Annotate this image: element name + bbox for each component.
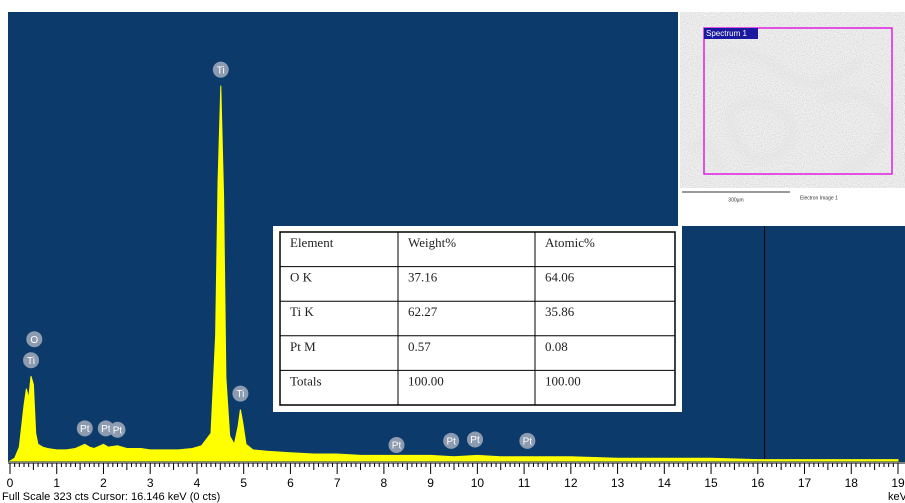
x-tick-label: 13 <box>611 476 625 490</box>
table-cell: Ti K <box>290 304 314 319</box>
table-cell: 62.27 <box>408 304 438 319</box>
x-tick-label: 14 <box>658 476 672 490</box>
peak-label: Ti <box>217 65 225 76</box>
x-tick-label: 7 <box>334 476 341 490</box>
table-cell: 0.57 <box>408 339 431 354</box>
table-cell: O K <box>290 270 313 285</box>
table-cell: Totals <box>290 373 322 388</box>
x-tick-label: 15 <box>704 476 718 490</box>
image-caption: Electron Image 1 <box>800 195 838 201</box>
x-tick-label: 10 <box>471 476 485 490</box>
x-tick-label: 9 <box>427 476 434 490</box>
peak-label: Ti <box>236 389 244 400</box>
peak-label: Pt <box>470 435 480 446</box>
table-cell: Pt M <box>290 339 316 354</box>
x-tick-label: 4 <box>194 476 201 490</box>
table-cell: 37.16 <box>408 270 438 285</box>
peak-label: Pt <box>101 424 111 435</box>
table-cell: 0.08 <box>545 339 568 354</box>
table-header: Atomic% <box>545 235 595 250</box>
table-cell: 100.00 <box>408 373 444 388</box>
x-axis-label: keV <box>888 491 905 503</box>
x-tick-label: 19 <box>891 476 905 490</box>
scale-label: 300µm <box>728 197 743 203</box>
table-cell: 64.06 <box>545 270 575 285</box>
spectrum-label: Spectrum 1 <box>706 29 747 38</box>
peak-label: Ti <box>27 356 35 367</box>
x-tick-label: 5 <box>240 476 247 490</box>
peak-label: Pt <box>523 436 533 447</box>
peak-label: Pt <box>113 425 123 436</box>
x-tick-label: 6 <box>287 476 294 490</box>
x-tick-label: 3 <box>147 476 154 490</box>
page: TiOPtPtPtTiTiPtPtPtPt Spectrum 1 300µm E… <box>0 0 905 503</box>
x-tick-label: 8 <box>381 476 388 490</box>
status-text: Full Scale 323 cts Cursor: 16.146 keV (0… <box>2 491 220 503</box>
peak-label: Pt <box>392 441 402 452</box>
x-tick-label: 16 <box>751 476 765 490</box>
x-tick-label: 2 <box>100 476 107 490</box>
spectrum-window: TiOPtPtPtTiTiPtPtPtPt Spectrum 1 300µm E… <box>0 0 905 503</box>
table-cell: 35.86 <box>545 304 575 319</box>
table-cell: 100.00 <box>545 373 581 388</box>
table-header: Weight% <box>408 235 456 250</box>
x-tick-label: 11 <box>518 476 531 490</box>
x-tick-label: 1 <box>53 476 60 490</box>
peak-label: O <box>30 335 38 346</box>
x-tick-label: 12 <box>564 476 578 490</box>
x-tick-label: 0 <box>7 476 14 490</box>
x-tick-label: 17 <box>798 476 812 490</box>
peak-label: Pt <box>80 424 90 435</box>
x-tick-label: 18 <box>845 476 859 490</box>
peak-label: Pt <box>446 436 456 447</box>
table-panel <box>273 226 682 412</box>
table-header: Element <box>290 235 334 250</box>
